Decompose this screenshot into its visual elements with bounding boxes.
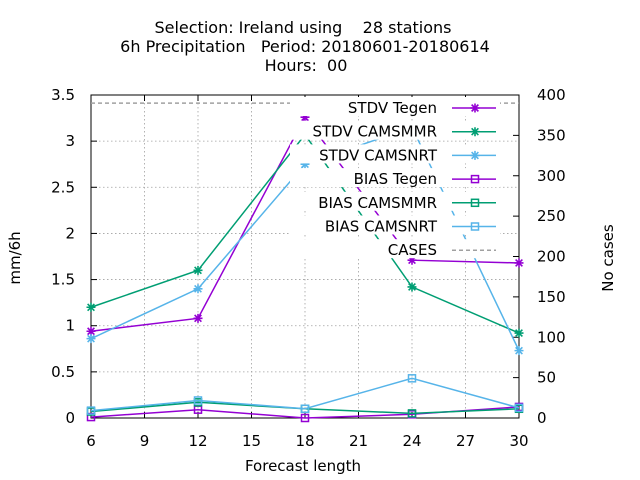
legend-bg [290,97,500,116]
legend-label: STDV CAMSMMR [312,123,437,141]
legend-marker [470,127,480,137]
y2-tick-label: 350 [537,126,566,144]
axes: 6 9 12 15 18 21 24 27 3000.511.522.533.505010015… [51,86,566,450]
y2-tick-label: 50 [537,369,556,387]
x-tick-label: 24 [402,432,421,450]
data-point [193,265,203,275]
x-tick-label: 21 [349,432,368,450]
legend-item-1: STDV Tegen [290,97,500,117]
legend-bg [290,168,500,188]
legend-marker [470,174,480,184]
y-tick-label: 2 [65,224,75,242]
data-point [407,255,417,265]
data-point [86,406,96,415]
legend-marker [470,222,480,231]
legend-marker [470,150,480,160]
y-tick-label: 1.5 [51,271,75,289]
legend-label: BIAS CAMSMMR [318,194,437,212]
data-point [86,326,96,336]
legend-bg [290,144,500,164]
legend-bg [290,239,500,259]
x-tick-label: 27 [456,432,475,450]
data-point [86,334,96,344]
data-point [193,284,203,294]
data-point [407,282,417,292]
data-point [514,328,524,338]
legend-label: BIAS CAMSNRT [325,218,438,236]
legend-bg [290,191,500,211]
y-tick-label: 3 [65,132,75,150]
legend-label: STDV CAMSNRT [319,146,438,164]
data-point [193,313,203,323]
x-tick-label: 9 [140,432,150,450]
data-point [407,409,417,418]
series-line [90,377,520,412]
legend: STDV Tegen STDV CAMSMMR STDV CAMSNRT BIAS T… [290,97,500,259]
legend-item-4: BIAS Tegen [290,168,500,188]
x-axis-label: Forecast length [245,457,361,475]
series-6 [86,374,524,415]
y-tick-label: 2.5 [51,178,75,196]
legend-label: CASES [388,241,437,259]
data-point [86,302,96,312]
legend-item-5: BIAS CAMSMMR [290,191,500,212]
y-tick-label: 0 [65,409,75,427]
y-tick-label: 3.5 [51,86,75,104]
legend-bg [290,120,500,140]
x-tick-label: 18 [295,432,314,450]
y2-tick-label: 100 [537,328,566,346]
data-point [300,404,310,414]
legend-label: BIAS Tegen [354,170,437,188]
data-point [514,346,524,356]
legend-item-3: STDV CAMSNRT [290,144,500,164]
y2-tick-label: 250 [537,207,566,225]
y-tick-label: 1 [65,317,75,335]
data-point [300,159,310,169]
y-tick-label: 0.5 [51,363,75,381]
x-tick-label: 30 [509,432,528,450]
y2-tick-label: 300 [537,167,566,185]
legend-bg [290,215,500,235]
legend-marker [470,103,480,113]
data-point [514,403,524,413]
legend-label: STDV Tegen [348,99,437,117]
data-point [514,258,524,268]
data-point [193,396,203,405]
chart-title: Selection: Ireland using 28 stations 6h … [120,18,490,75]
y2-tick-label: 150 [537,288,566,306]
x-tick-label: 15 [242,432,261,450]
data-point [300,112,310,122]
legend-marker [470,198,480,208]
legend-item-6: BIAS CAMSNRT [290,215,500,236]
data-point [407,374,417,383]
y2-tick-label: 0 [537,409,547,427]
legend-item-2: STDV CAMSMMR [290,120,500,141]
chart-title-line-1: Selection: Ireland using 28 stations [154,18,451,37]
x-tick-label: 6 [86,432,96,450]
y-axis-label: mm/6h [6,231,24,284]
y2-tick-label: 200 [537,248,566,266]
series-1 [86,112,524,336]
data-point [300,413,310,423]
chart-title-line-3: Hours: 00 [265,56,348,75]
y2-tick-label: 400 [537,86,566,104]
x-tick-label: 12 [188,432,207,450]
chart-title-line-2: 6h Precipitation Period: 20180601-201806… [120,37,490,56]
legend-item-7: CASES [290,239,500,259]
y2-axis-label: No cases [599,224,617,292]
